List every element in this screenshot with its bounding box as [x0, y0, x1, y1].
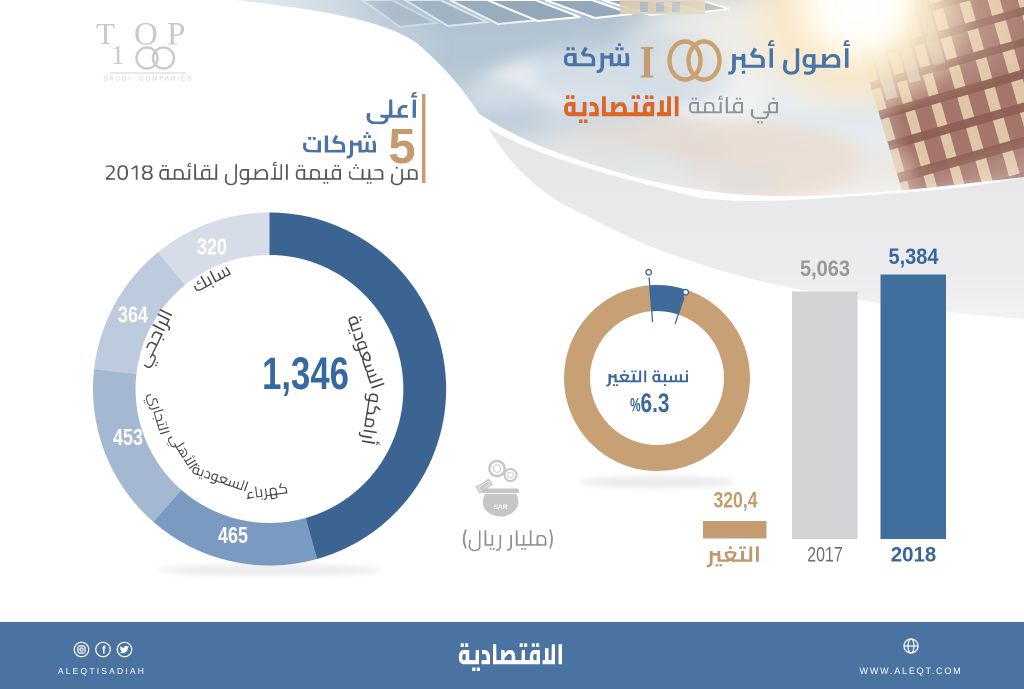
svg-text:320,4: 320,4 [713, 489, 757, 513]
svg-text:f: f [102, 645, 106, 657]
svg-text:2018: 2018 [891, 543, 937, 567]
svg-text:5: 5 [388, 120, 415, 174]
svg-text:T: T [96, 16, 115, 51]
svg-text:%: % [630, 396, 640, 416]
svg-text:1,346: 1,346 [262, 349, 349, 399]
svg-text:2017: 2017 [807, 543, 842, 567]
svg-text:ALEQTISADIAH: ALEQTISADIAH [58, 666, 146, 676]
svg-text:P: P [167, 17, 185, 53]
svg-text:1: 1 [111, 40, 125, 70]
svg-text:WWW.ALEQT.COM: WWW.ALEQT.COM [860, 666, 963, 676]
svg-text:6.3: 6.3 [641, 388, 670, 418]
svg-text:SAR: SAR [494, 504, 508, 511]
svg-text:364: 364 [118, 302, 148, 328]
svg-text:5,384: 5,384 [888, 245, 938, 269]
svg-text:O: O [134, 17, 158, 53]
svg-text:SAUDI· COMPANIES: SAUDI· COMPANIES [103, 76, 193, 83]
svg-text:320: 320 [197, 234, 227, 260]
svg-text:453: 453 [113, 425, 143, 451]
svg-text:5,063: 5,063 [800, 257, 850, 281]
svg-text:465: 465 [218, 523, 248, 549]
svg-text:I: I [639, 37, 655, 89]
